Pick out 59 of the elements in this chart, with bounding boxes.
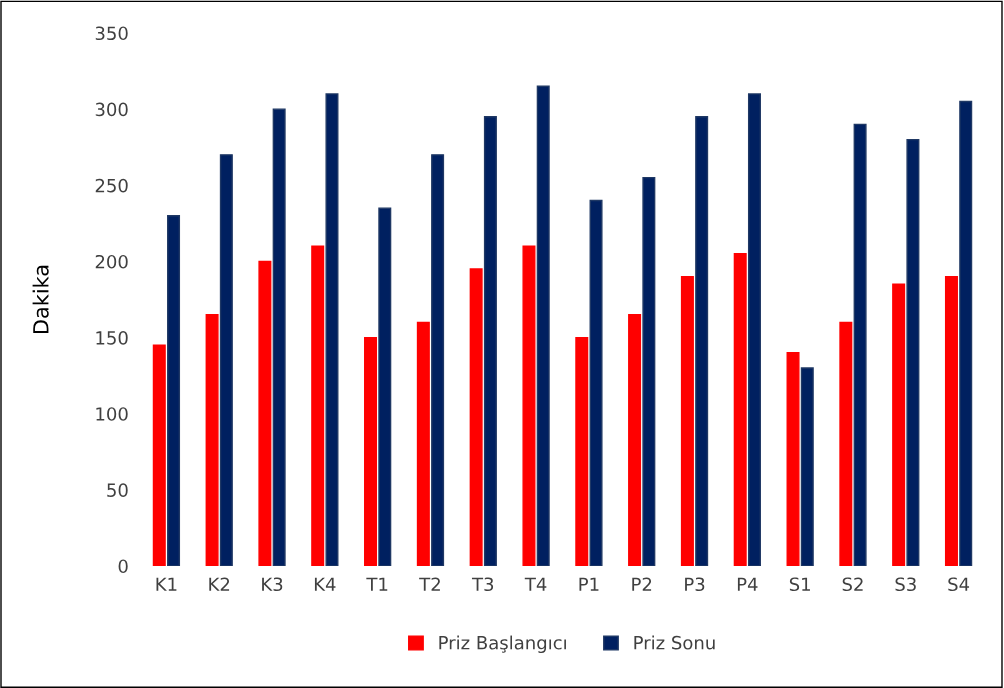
bar (469, 268, 483, 566)
bar (747, 93, 761, 566)
x-tick-label: P3 (685, 577, 705, 592)
legend-label: Priz Sonu (634, 635, 715, 650)
bar (364, 336, 378, 566)
x-tick-label: P2 (632, 577, 652, 591)
bar (167, 215, 181, 566)
bar (219, 154, 233, 566)
bar (733, 253, 747, 566)
bar (205, 314, 219, 566)
y-axis-title: Dakika (32, 265, 49, 334)
bar (642, 176, 656, 566)
bar (536, 85, 550, 566)
bar (575, 336, 589, 566)
x-tick-label: K3 (262, 577, 283, 592)
y-tick-label: 150 (96, 331, 128, 345)
x-tick-label: K2 (209, 577, 230, 591)
x-tick-label: S4 (948, 577, 970, 592)
bar (628, 314, 642, 566)
x-tick-label: S3 (895, 577, 916, 592)
bar (839, 321, 853, 566)
bar (892, 283, 906, 566)
bar (800, 367, 814, 566)
y-tick-label: 100 (96, 407, 128, 421)
bar (258, 260, 272, 566)
x-tick-label: K4 (314, 577, 336, 591)
x-tick-label: P4 (737, 577, 758, 591)
bar (431, 154, 445, 566)
bar (695, 116, 709, 566)
y-tick-label: 200 (95, 254, 128, 269)
bar (853, 123, 867, 566)
bar (959, 100, 973, 566)
bar (786, 352, 800, 566)
x-tick-label: P1 (579, 577, 599, 591)
bar (152, 344, 166, 566)
bar (589, 199, 603, 566)
legend-label: Priz Başlangıcı (439, 635, 566, 654)
y-tick-label: 50 (107, 483, 128, 497)
bar (325, 93, 339, 566)
y-tick-label: 0 (118, 559, 128, 574)
y-tick-label: 350 (95, 26, 128, 41)
x-tick-label: T3 (471, 577, 494, 592)
bar (944, 275, 958, 566)
x-tick-label: T4 (524, 577, 547, 591)
bar (483, 116, 497, 566)
x-tick-label: S2 (842, 577, 863, 592)
bar (522, 245, 536, 566)
bar (272, 108, 286, 566)
x-tick-label: S1 (789, 577, 810, 592)
x-tick-label: K1 (156, 577, 177, 591)
bar (378, 207, 392, 566)
x-tick-label: T1 (366, 577, 388, 591)
bar (906, 138, 920, 566)
y-tick-label: 300 (95, 102, 128, 117)
x-tick-label: T2 (419, 577, 440, 591)
y-tick-label: 250 (95, 178, 128, 193)
bar (416, 321, 430, 566)
bar (311, 245, 325, 566)
bar (680, 275, 694, 566)
